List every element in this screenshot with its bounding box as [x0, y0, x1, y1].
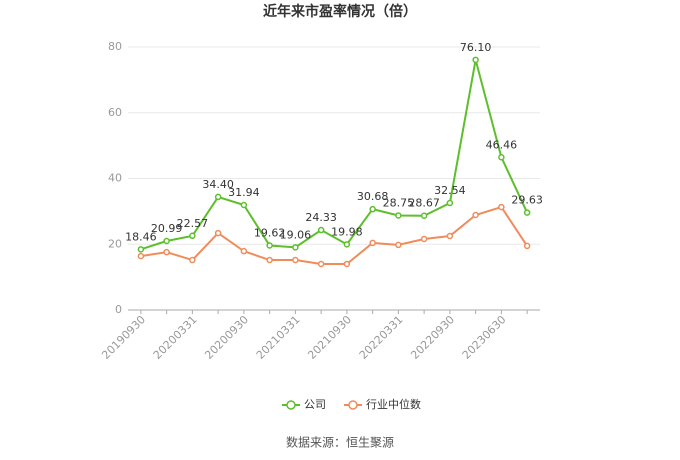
data-label: 19.98 — [331, 225, 363, 238]
point — [214, 193, 222, 201]
data-label: 18.46 — [125, 230, 157, 243]
point — [137, 252, 145, 260]
data-label: 29.63 — [511, 194, 543, 207]
point — [395, 212, 402, 219]
point — [498, 154, 505, 161]
data-label: 76.10 — [460, 41, 492, 54]
point — [214, 229, 222, 237]
point — [523, 209, 531, 216]
data-label: 31.94 — [228, 186, 260, 199]
point — [420, 235, 428, 243]
data-label: 20.99 — [151, 222, 183, 235]
point — [163, 237, 170, 245]
point — [498, 203, 505, 211]
source: 数据来源：恒生聚源 — [286, 435, 394, 450]
x-tick-label: 20190930 — [99, 313, 148, 362]
chart-title: 近年来市盈率情况（倍） — [263, 3, 417, 20]
x-tick-label: 20220930 — [408, 313, 457, 362]
point — [189, 232, 196, 240]
y-tick-label: 0 — [115, 303, 122, 316]
y-tick-label: 60 — [108, 106, 122, 119]
data-label: 32.54 — [434, 184, 466, 197]
data-label: 28.75 — [383, 196, 415, 209]
x-tick-label: 20210930 — [305, 313, 354, 362]
point — [369, 239, 376, 247]
point — [137, 246, 145, 253]
point — [343, 260, 351, 268]
x-tick-label: 20200331 — [151, 313, 200, 362]
point — [472, 211, 479, 219]
legend-marker — [348, 400, 358, 410]
legend-marker — [286, 400, 296, 410]
point — [446, 199, 454, 207]
y-tick-label: 20 — [108, 237, 122, 250]
point — [266, 242, 273, 249]
point — [240, 201, 248, 209]
point — [240, 247, 248, 255]
x-tick-label: 20220331 — [357, 313, 406, 362]
point — [317, 260, 325, 268]
legend-label: 公司 — [304, 398, 326, 411]
data-label: 30.68 — [357, 190, 389, 203]
point — [292, 244, 299, 251]
x-tick-label: 20210331 — [254, 313, 303, 362]
point — [317, 226, 325, 234]
data-label: 28.67 — [408, 197, 440, 210]
point — [292, 256, 299, 264]
y-tick-label: 80 — [108, 40, 122, 53]
series-line — [140, 205, 528, 265]
point — [523, 242, 531, 250]
point — [343, 241, 351, 248]
point — [163, 248, 170, 256]
data-label: 46.46 — [486, 138, 518, 151]
data-label: 19.06 — [280, 228, 312, 241]
data-label: 22.57 — [177, 217, 209, 230]
point — [420, 212, 428, 219]
point — [446, 232, 454, 240]
data-label: 24.33 — [305, 211, 337, 224]
point — [472, 56, 479, 64]
point — [189, 256, 196, 264]
x-tick-label: 20200930 — [202, 313, 251, 362]
point — [266, 256, 273, 264]
point — [395, 241, 402, 249]
x-tick-label: 20230630 — [460, 313, 509, 362]
point — [369, 205, 376, 213]
legend-label: 行业中位数 — [366, 397, 421, 411]
series-line — [140, 59, 529, 251]
data-label: 34.40 — [202, 178, 234, 191]
y-tick-label: 40 — [108, 172, 122, 185]
data-label: 19.62 — [254, 226, 286, 239]
